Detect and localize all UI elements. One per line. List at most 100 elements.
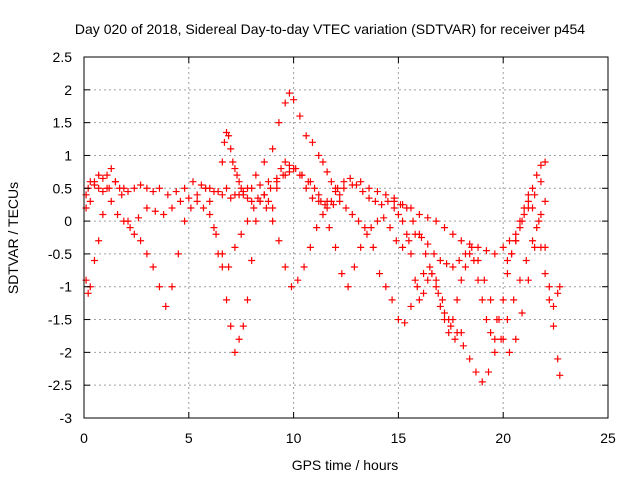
data-point [512, 237, 520, 245]
data-point [256, 181, 264, 189]
data-point [346, 174, 354, 182]
data-point [164, 191, 172, 199]
data-point [420, 289, 428, 297]
data-point [306, 243, 314, 251]
series-track-b [82, 89, 344, 232]
data-point [155, 283, 163, 291]
data-point [281, 263, 289, 271]
data-point [160, 211, 168, 219]
data-point [556, 371, 564, 379]
data-point [355, 217, 363, 225]
data-point [239, 322, 247, 330]
data-point [455, 256, 463, 264]
data-point [384, 197, 392, 205]
data-point [243, 194, 251, 202]
data-point [382, 191, 390, 199]
x-tick-label: 25 [600, 430, 616, 446]
data-point [269, 217, 277, 225]
data-point [491, 250, 499, 258]
data-point [350, 263, 358, 271]
data-point [407, 302, 415, 310]
data-point [348, 211, 356, 219]
data-point [237, 184, 245, 192]
data-point [357, 178, 365, 186]
y-tick-label: 0 [64, 213, 72, 229]
data-point [424, 214, 432, 222]
data-point [279, 171, 287, 179]
data-point [394, 211, 402, 219]
data-point [380, 214, 388, 222]
data-point [541, 197, 549, 205]
data-point [315, 191, 323, 199]
data-point [323, 168, 331, 176]
data-point [210, 188, 218, 196]
data-point [105, 184, 113, 192]
data-point [304, 178, 312, 186]
data-point [524, 191, 532, 199]
data-point [99, 174, 107, 182]
data-point [243, 296, 251, 304]
data-point [545, 283, 553, 291]
data-point [210, 224, 218, 232]
data-point [461, 263, 469, 271]
data-point [264, 178, 272, 186]
data-point [516, 217, 524, 225]
data-point [225, 263, 233, 271]
data-point [487, 329, 495, 337]
data-point [537, 211, 545, 219]
data-point [223, 296, 231, 304]
data-point [394, 316, 402, 324]
data-point [315, 151, 323, 159]
y-tick-label: 0.5 [53, 180, 73, 196]
data-point [441, 224, 449, 232]
data-point [491, 335, 499, 343]
data-point [143, 184, 151, 192]
data-point [250, 204, 258, 212]
data-point [334, 184, 342, 192]
data-point [302, 184, 310, 192]
data-point [252, 171, 260, 179]
data-point [478, 378, 486, 386]
data-point [267, 184, 275, 192]
data-point [124, 217, 132, 225]
data-point [499, 243, 507, 251]
data-point [365, 184, 373, 192]
data-point [199, 204, 207, 212]
data-point [262, 204, 270, 212]
data-point [512, 230, 520, 238]
data-point [541, 243, 549, 251]
data-point [399, 243, 407, 251]
x-tick-label: 10 [286, 430, 302, 446]
data-point [474, 243, 482, 251]
data-point [342, 204, 350, 212]
data-point [422, 250, 430, 258]
data-point [111, 178, 119, 186]
data-point [319, 211, 327, 219]
data-point [235, 178, 243, 186]
data-point [373, 188, 381, 196]
data-point [388, 296, 396, 304]
data-point [275, 119, 283, 127]
data-point [459, 342, 467, 350]
data-point [137, 181, 145, 189]
data-point [392, 237, 400, 245]
data-point [149, 263, 157, 271]
data-point [520, 204, 528, 212]
data-point [411, 276, 419, 284]
data-point [340, 178, 348, 186]
data-point [185, 194, 193, 202]
data-point [134, 214, 142, 222]
data-point [522, 256, 530, 264]
data-point [95, 184, 103, 192]
data-point [531, 243, 539, 251]
data-point [420, 270, 428, 278]
series-track-f [390, 191, 564, 379]
data-point [537, 161, 545, 169]
data-point [143, 204, 151, 212]
data-point [281, 158, 289, 166]
data-point [130, 230, 138, 238]
y-tick-label: 1 [64, 147, 72, 163]
data-point [499, 335, 507, 343]
data-point [430, 250, 438, 258]
data-point [114, 211, 122, 219]
